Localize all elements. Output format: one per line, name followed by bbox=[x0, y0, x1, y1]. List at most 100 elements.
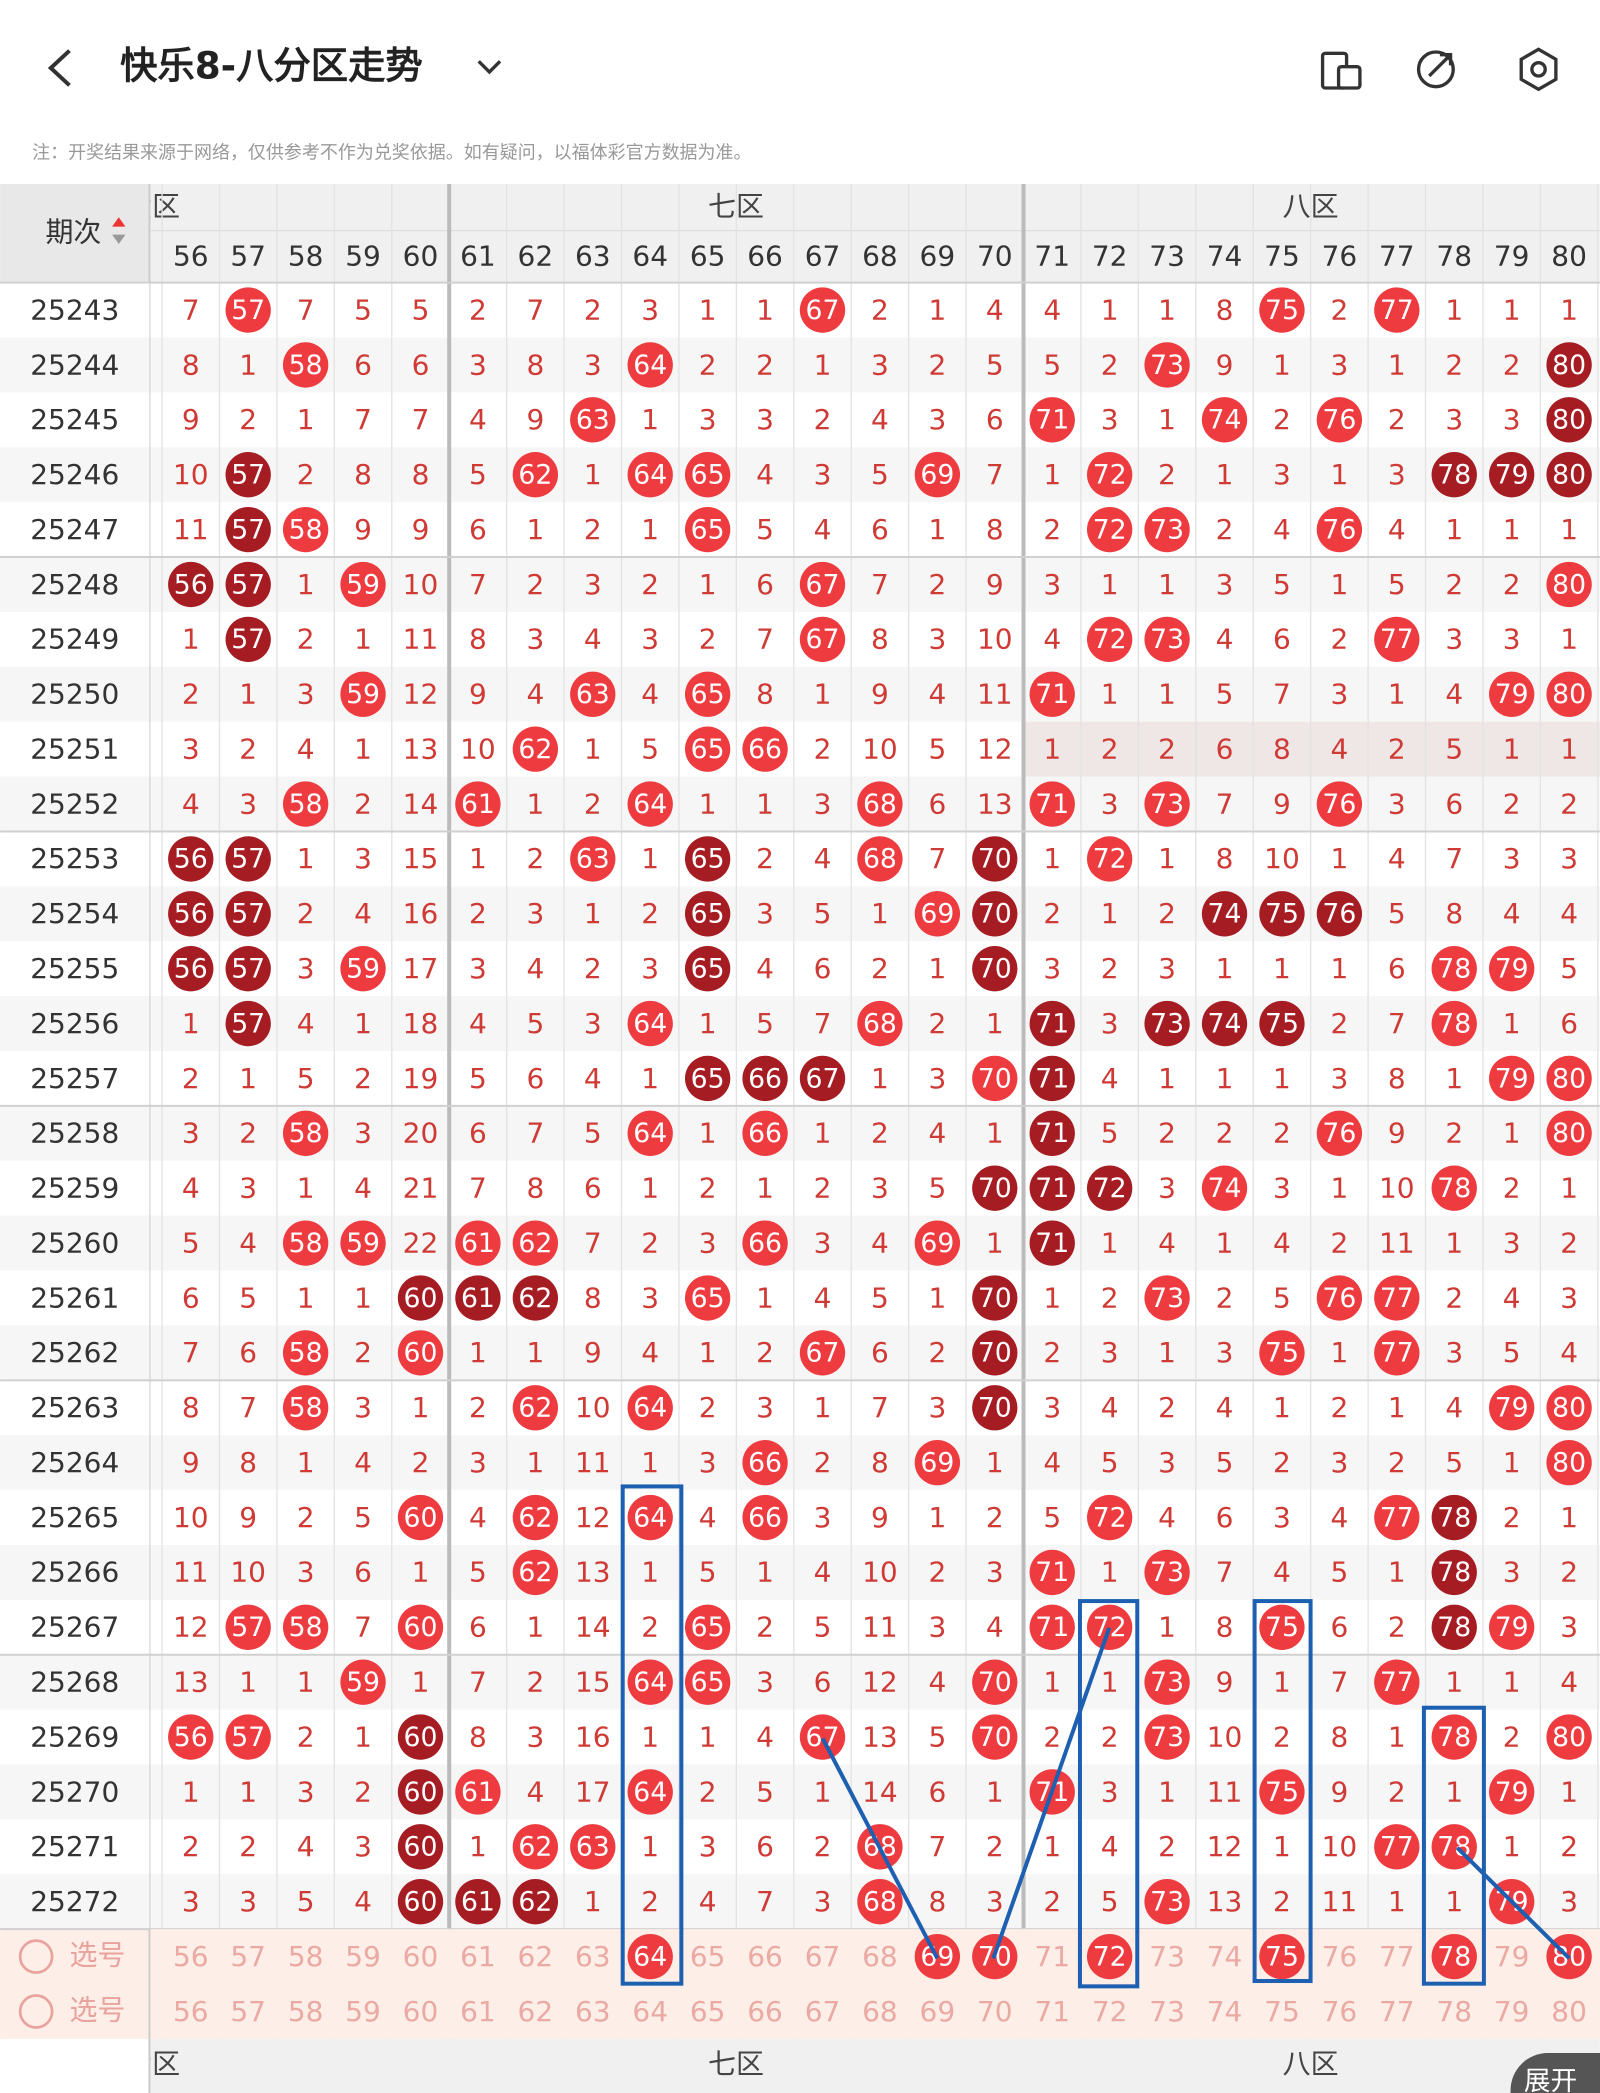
miss-count: 2 bbox=[1330, 1391, 1348, 1424]
miss-count: 1 bbox=[297, 1666, 315, 1699]
select-number[interactable]: 57 bbox=[230, 1940, 266, 1973]
sort-up[interactable] bbox=[112, 217, 126, 227]
expand-button[interactable] bbox=[1510, 2053, 1600, 2093]
select-number[interactable]: 68 bbox=[862, 1995, 898, 2028]
picked-ball[interactable] bbox=[1086, 1933, 1133, 1980]
hit-ball bbox=[282, 1110, 329, 1156]
miss-count: 8 bbox=[1216, 1611, 1234, 1644]
miss-count: 1 bbox=[1273, 1391, 1291, 1424]
select-number[interactable]: 80 bbox=[1551, 1995, 1587, 2028]
select-radio[interactable] bbox=[18, 1939, 54, 1974]
select-number[interactable]: 69 bbox=[920, 1995, 956, 2028]
back-button[interactable] bbox=[47, 49, 71, 87]
miss-count: 1 bbox=[469, 842, 487, 875]
miss-count: 4 bbox=[871, 1226, 889, 1259]
select-number[interactable]: 71 bbox=[1034, 1940, 1070, 1973]
select-number[interactable]: 75 bbox=[1264, 1995, 1300, 2028]
miss-count: 2 bbox=[412, 1446, 430, 1479]
hit-ball bbox=[1259, 891, 1305, 937]
select-number[interactable]: 63 bbox=[575, 1940, 611, 1973]
select-number[interactable]: 60 bbox=[403, 1995, 439, 2028]
select-number[interactable]: 62 bbox=[518, 1940, 554, 1973]
hit-ball bbox=[397, 1879, 444, 1925]
select-number[interactable]: 65 bbox=[690, 1940, 726, 1973]
miss-count: 2 bbox=[1273, 403, 1291, 436]
hit-number: 58 bbox=[289, 350, 323, 381]
issue-cell-bg bbox=[0, 1764, 150, 1820]
hit-number: 60 bbox=[404, 1722, 438, 1753]
miss-count: 1 bbox=[641, 1062, 659, 1095]
select-number[interactable]: 61 bbox=[460, 1940, 496, 1973]
row-bg bbox=[0, 1819, 1600, 1875]
hit-ball bbox=[1431, 1604, 1477, 1650]
miss-count: 1 bbox=[412, 1556, 430, 1589]
icon-share[interactable] bbox=[1416, 50, 1455, 89]
select-number[interactable]: 59 bbox=[345, 1995, 381, 2028]
hit-number: 58 bbox=[289, 1338, 323, 1369]
select-number[interactable]: 67 bbox=[805, 1940, 841, 1973]
select-number[interactable]: 70 bbox=[977, 1995, 1013, 2028]
select-number[interactable]: 66 bbox=[747, 1940, 783, 1973]
issue-header[interactable]: 期次 bbox=[45, 215, 101, 248]
select-number[interactable]: 78 bbox=[1436, 1995, 1472, 2028]
select-radio[interactable] bbox=[18, 1994, 54, 2029]
miss-count: 4 bbox=[354, 1446, 372, 1479]
hit-number: 71 bbox=[1035, 1118, 1069, 1149]
picked-ball[interactable] bbox=[1431, 1933, 1477, 1980]
miss-count: 3 bbox=[928, 1062, 946, 1095]
select-number[interactable]: 71 bbox=[1034, 1995, 1070, 2028]
select-number[interactable]: 66 bbox=[747, 1995, 783, 2028]
select-number[interactable]: 76 bbox=[1322, 1995, 1358, 2028]
select-number[interactable]: 56 bbox=[173, 1940, 209, 1973]
select-number[interactable]: 79 bbox=[1494, 1940, 1530, 1973]
select-number[interactable]: 74 bbox=[1207, 1995, 1243, 2028]
select-number[interactable]: 57 bbox=[230, 1995, 266, 2028]
picked-ball[interactable] bbox=[627, 1933, 673, 1980]
select-number[interactable]: 60 bbox=[403, 1940, 439, 1973]
miss-count: 5 bbox=[1388, 568, 1406, 601]
picked-ball[interactable] bbox=[1259, 1933, 1305, 1980]
select-number[interactable]: 61 bbox=[460, 1995, 496, 2028]
select-number[interactable]: 76 bbox=[1322, 1940, 1358, 1973]
miss-count: 3 bbox=[1330, 678, 1348, 711]
select-number[interactable]: 58 bbox=[288, 1940, 324, 1973]
select-number[interactable]: 63 bbox=[575, 1995, 611, 2028]
issue-number: 25251 bbox=[30, 732, 119, 765]
miss-count: 1 bbox=[1330, 1172, 1348, 1205]
hit-ball bbox=[1086, 506, 1133, 553]
hit-ball bbox=[512, 1220, 559, 1266]
miss-count: 2 bbox=[1273, 1720, 1291, 1753]
miss-count: 2 bbox=[641, 897, 659, 930]
select-number[interactable]: 67 bbox=[805, 1995, 841, 2028]
sort-down[interactable] bbox=[112, 234, 126, 244]
hit-ball bbox=[1546, 561, 1592, 608]
select-number[interactable]: 77 bbox=[1379, 1995, 1415, 2028]
select-number[interactable]: 73 bbox=[1149, 1995, 1185, 2028]
hit-number: 80 bbox=[1552, 1063, 1586, 1094]
hit-ball bbox=[282, 506, 329, 553]
select-number[interactable]: 77 bbox=[1379, 1940, 1415, 1973]
select-number[interactable]: 73 bbox=[1149, 1940, 1185, 1973]
select-number[interactable]: 62 bbox=[518, 1995, 554, 2028]
hit-number: 60 bbox=[404, 1887, 438, 1918]
select-number[interactable]: 68 bbox=[862, 1940, 898, 1973]
miss-count: 1 bbox=[986, 1226, 1004, 1259]
select-number[interactable]: 65 bbox=[690, 1995, 726, 2028]
hit-number: 57 bbox=[231, 899, 265, 930]
select-number[interactable]: 79 bbox=[1494, 1995, 1530, 2028]
icon-settings[interactable] bbox=[1519, 47, 1558, 92]
miss-count: 9 bbox=[182, 1446, 200, 1479]
miss-count: 4 bbox=[1330, 1501, 1348, 1534]
select-number[interactable]: 64 bbox=[632, 1995, 668, 2028]
select-number[interactable]: 59 bbox=[345, 1940, 381, 1973]
dropdown[interactable] bbox=[477, 60, 502, 75]
column-header: 76 bbox=[1322, 239, 1358, 272]
select-number[interactable]: 58 bbox=[288, 1995, 324, 2028]
select-number[interactable]: 72 bbox=[1092, 1995, 1128, 2028]
select-number[interactable]: 56 bbox=[173, 1995, 209, 2028]
select-number[interactable]: 74 bbox=[1207, 1940, 1243, 1973]
issue-cell-bg bbox=[0, 1544, 150, 1600]
hit-number: 61 bbox=[461, 1283, 495, 1314]
hit-number: 56 bbox=[174, 569, 208, 600]
column-header: 67 bbox=[805, 239, 841, 272]
